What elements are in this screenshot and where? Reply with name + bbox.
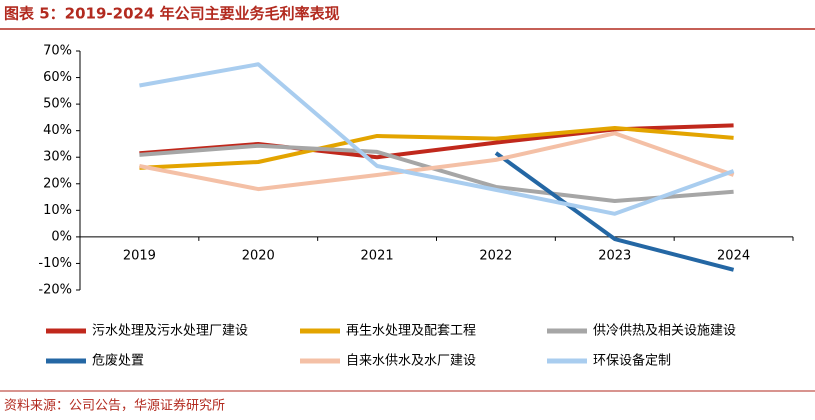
page-title: 图表 5：2019-2024 年公司主要业务毛利率表现 (4, 5, 340, 23)
x-tick-label: 2019 (123, 248, 156, 263)
legend-label: 自来水供水及水厂建设 (346, 354, 476, 369)
y-tick-label: 30% (43, 150, 72, 165)
x-tick-label: 2024 (717, 248, 750, 263)
x-tick-label: 2022 (479, 248, 512, 263)
y-tick-label: -10% (38, 256, 72, 271)
legend-label: 供冷供热及相关设施建设 (593, 324, 736, 339)
legend-label: 环保设备定制 (593, 353, 671, 369)
series-line (139, 62, 735, 216)
legend-label: 危废处置 (92, 353, 144, 369)
series-line (139, 131, 735, 192)
y-tick-label: -20% (38, 283, 72, 298)
y-tick-label: 50% (43, 97, 72, 112)
y-tick-label: 10% (43, 203, 72, 218)
legend-label: 污水处理及污水处理厂建设 (92, 324, 248, 339)
x-tick-label: 2021 (361, 248, 394, 263)
series-line (139, 143, 734, 204)
y-tick-label: 20% (43, 176, 72, 191)
source-note: 资料来源：公司公告，华源证券研究所 (4, 398, 225, 414)
x-tick-label: 2020 (242, 248, 275, 263)
series-line (494, 151, 735, 272)
y-tick-label: 60% (43, 70, 72, 85)
legend-label: 再生水处理及配套工程 (346, 323, 476, 339)
y-tick-label: 70% (43, 44, 72, 59)
y-tick-label: 0% (51, 229, 72, 244)
y-tick-label: 40% (43, 123, 72, 138)
series-line (139, 126, 734, 170)
x-tick-label: 2023 (598, 248, 631, 263)
